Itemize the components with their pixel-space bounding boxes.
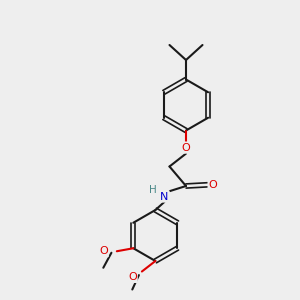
Text: O: O (128, 272, 137, 282)
Text: H: H (149, 185, 157, 195)
Text: N: N (160, 191, 169, 202)
Text: O: O (208, 179, 217, 190)
Text: O: O (99, 246, 108, 256)
Text: O: O (182, 142, 190, 153)
